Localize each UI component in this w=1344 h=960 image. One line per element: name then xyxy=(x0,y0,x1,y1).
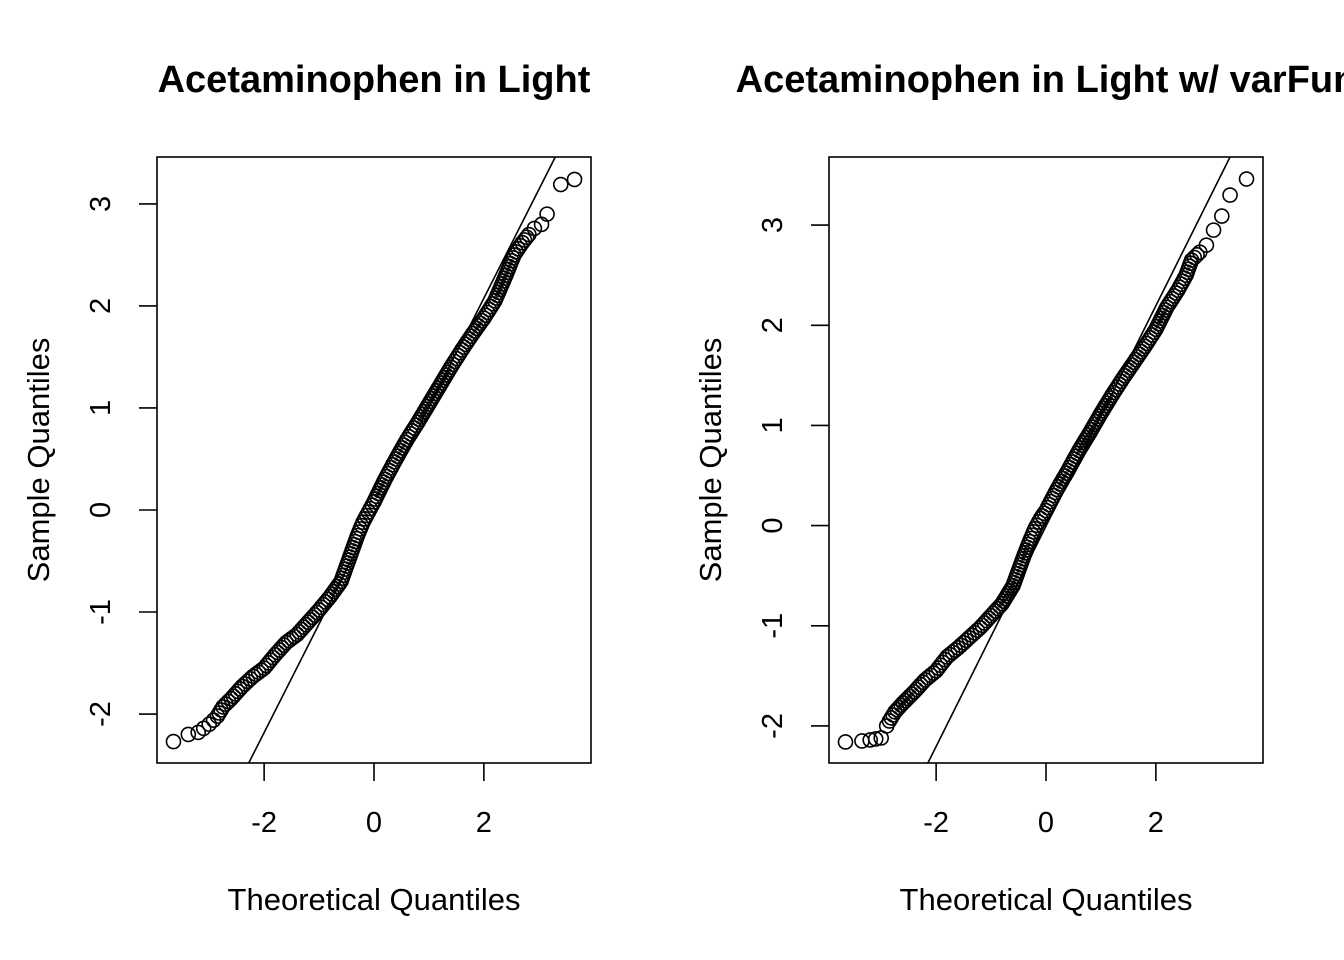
data-point xyxy=(1100,392,1117,409)
x-tick-label: 0 xyxy=(366,807,382,839)
chart-title: Acetaminophen in Light w/ varFun xyxy=(736,59,1344,101)
data-point xyxy=(976,615,993,631)
data-point xyxy=(953,637,969,654)
y-axis-label: Sample Quantiles xyxy=(693,338,728,583)
data-point xyxy=(899,690,916,707)
plot-area: -2 0 2 -2 -1 0 1 2 3 xyxy=(85,156,592,839)
data-point xyxy=(304,609,321,626)
y-tick-label: -2 xyxy=(757,713,789,739)
y-tick-label: 2 xyxy=(85,298,117,314)
y-tick-label: 3 xyxy=(85,196,117,212)
data-point xyxy=(539,206,555,222)
y-tick-label: 0 xyxy=(757,518,789,534)
data-point xyxy=(837,734,854,750)
data-point xyxy=(1205,222,1222,238)
data-point xyxy=(1198,237,1215,253)
data-point xyxy=(362,500,379,517)
data-point xyxy=(439,364,456,381)
y-tick-label: -1 xyxy=(757,613,789,639)
data-point xyxy=(920,669,936,686)
data-point xyxy=(165,733,182,750)
x-tick-label: 2 xyxy=(1148,807,1164,839)
data-point xyxy=(1133,343,1150,360)
data-point xyxy=(867,731,884,747)
y-tick-label: 0 xyxy=(85,502,117,518)
data-point xyxy=(470,318,487,334)
data-point xyxy=(237,676,253,692)
data-point xyxy=(1034,508,1051,524)
chart-title: Acetaminophen in Light xyxy=(158,59,591,101)
data-point xyxy=(1186,249,1203,266)
data-point xyxy=(320,591,336,608)
data-point xyxy=(942,646,958,663)
data-point xyxy=(1189,247,1205,263)
data-point xyxy=(1111,376,1128,392)
y-tick-label: 3 xyxy=(757,217,789,233)
x-tick-label: 0 xyxy=(1038,807,1054,839)
data-point xyxy=(1122,359,1139,376)
y-tick-label: 1 xyxy=(757,417,789,433)
data-point xyxy=(932,657,949,674)
data-point xyxy=(271,642,288,658)
data-point xyxy=(883,710,900,726)
data-point xyxy=(260,655,277,671)
data-point xyxy=(201,716,217,733)
x-tick-label: 2 xyxy=(476,807,492,839)
x-axis-label: Theoretical Quantiles xyxy=(228,882,521,917)
data-point xyxy=(461,331,478,347)
data-point xyxy=(1029,517,1045,534)
panel-left: Acetaminophen in Light Theoretical Quant… xyxy=(21,59,592,917)
data-point xyxy=(964,627,980,644)
data-point xyxy=(1213,208,1230,224)
data-point xyxy=(1238,171,1255,187)
data-point xyxy=(987,603,1004,619)
y-tick-label: 1 xyxy=(85,400,117,416)
data-point xyxy=(406,420,423,436)
plot-area: -2 0 2 -2 -1 0 1 2 3 xyxy=(757,156,1264,839)
data-point xyxy=(1222,187,1238,203)
x-axis-label: Theoretical Quantiles xyxy=(900,882,1193,917)
data-point xyxy=(566,171,583,188)
x-tick-label: -2 xyxy=(923,807,949,839)
data-point xyxy=(472,315,489,332)
y-tick-label: -2 xyxy=(85,701,117,727)
data-point xyxy=(889,701,905,718)
data-point xyxy=(293,621,310,638)
data-point xyxy=(910,679,927,695)
y-tick-label: -1 xyxy=(85,599,117,625)
data-point xyxy=(348,530,365,547)
panel-right: Acetaminophen in Light w/ varFun Theoret… xyxy=(693,59,1344,917)
x-tick-label: -2 xyxy=(251,807,277,839)
y-tick-label: 2 xyxy=(757,317,789,333)
y-axis-label: Sample Quantiles xyxy=(21,338,56,583)
data-point xyxy=(1166,288,1182,304)
data-point xyxy=(518,229,535,246)
data-point xyxy=(180,726,197,743)
data-point xyxy=(516,232,533,248)
data-point xyxy=(315,596,332,613)
data-point xyxy=(396,437,412,453)
data-point xyxy=(862,732,879,748)
data-point xyxy=(552,176,569,193)
data-point xyxy=(227,686,244,702)
data-point xyxy=(450,347,467,364)
